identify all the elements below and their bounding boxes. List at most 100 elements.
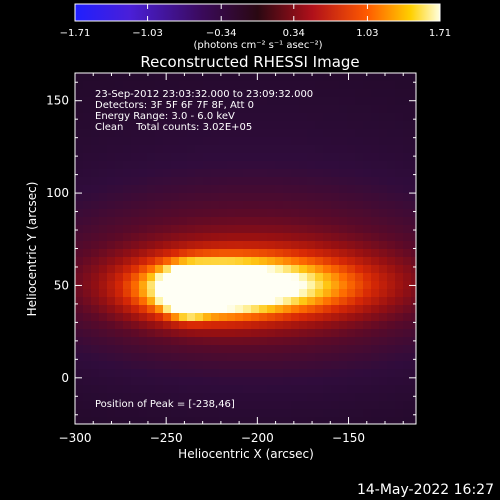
heatmap-cell (339, 289, 347, 297)
heatmap-cell (211, 105, 219, 113)
heatmap-cell (171, 385, 179, 393)
heatmap-cell (243, 273, 251, 281)
heatmap-cell (331, 297, 339, 305)
heatmap-cell (163, 105, 171, 113)
heatmap-cell (99, 129, 107, 137)
heatmap-cell (195, 393, 203, 401)
heatmap-cell (139, 265, 147, 273)
heatmap-cell (91, 129, 99, 137)
heatmap-cell (411, 329, 416, 337)
heatmap-cell (203, 393, 211, 401)
heatmap-cell (387, 225, 395, 233)
heatmap-cell (243, 321, 251, 329)
heatmap-cell (235, 217, 243, 225)
heatmap-cell (291, 81, 299, 89)
heatmap-cell (219, 233, 227, 241)
heatmap-cell (331, 361, 339, 369)
heatmap-cell (395, 401, 403, 409)
heatmap-cell (275, 177, 283, 185)
heatmap-cell (411, 153, 416, 161)
heatmap-cell (355, 169, 363, 177)
heatmap-cell (259, 377, 267, 385)
heatmap-cell (323, 369, 331, 377)
heatmap-cell (187, 193, 195, 201)
heatmap-cell (371, 241, 379, 249)
heatmap-cell (371, 265, 379, 273)
heatmap-cell (131, 409, 139, 417)
heatmap-cell (179, 369, 187, 377)
heatmap-cell (83, 89, 91, 97)
heatmap-cell (347, 209, 355, 217)
heatmap-cell (91, 377, 99, 385)
heatmap-cell (139, 321, 147, 329)
heatmap-cell (323, 217, 331, 225)
heatmap-cell (355, 121, 363, 129)
heatmap-cell (291, 185, 299, 193)
heatmap-cell (315, 273, 323, 281)
heatmap-cell (395, 73, 403, 81)
heatmap-cell (131, 81, 139, 89)
heatmap-cell (387, 297, 395, 305)
heatmap-cell (219, 193, 227, 201)
heatmap-cell (195, 81, 203, 89)
heatmap-cell (299, 321, 307, 329)
heatmap-cell (411, 161, 416, 169)
heatmap-cell (243, 209, 251, 217)
heatmap-cell (299, 81, 307, 89)
heatmap-cell (155, 361, 163, 369)
heatmap-cell (187, 225, 195, 233)
annotation-energy-range: Energy Range: 3.0 - 6.0 keV (95, 111, 235, 122)
heatmap-cell (91, 393, 99, 401)
heatmap-cell (147, 361, 155, 369)
heatmap-cell (331, 121, 339, 129)
heatmap-cell (275, 257, 283, 265)
heatmap-cell (83, 409, 91, 417)
heatmap-cell (331, 97, 339, 105)
heatmap-cell (267, 73, 275, 81)
heatmap-cell (347, 385, 355, 393)
heatmap-cell (155, 369, 163, 377)
heatmap-cell (339, 377, 347, 385)
heatmap-cell (195, 161, 203, 169)
heatmap-cell (299, 289, 307, 297)
heatmap-cell (371, 161, 379, 169)
heatmap-cell (339, 209, 347, 217)
heatmap-cell (163, 409, 171, 417)
heatmap-cell (179, 137, 187, 145)
heatmap-cell (75, 313, 83, 321)
heatmap-cell (75, 209, 83, 217)
heatmap-cell (267, 137, 275, 145)
heatmap-cell (211, 73, 219, 81)
heatmap-cell (243, 137, 251, 145)
heatmap-cell (379, 369, 387, 377)
heatmap-cell (123, 201, 131, 209)
heatmap-cell (339, 97, 347, 105)
heatmap-cell (395, 89, 403, 97)
x-tick-label: −200 (241, 431, 274, 445)
timestamp: 14-May-2022 16:27 (357, 482, 494, 498)
heatmap-cell (195, 409, 203, 417)
heatmap-cell (131, 401, 139, 409)
heatmap-cell (211, 361, 219, 369)
heatmap-cell (171, 161, 179, 169)
heatmap-cell (83, 177, 91, 185)
heatmap-cell (323, 225, 331, 233)
heatmap-cell (331, 257, 339, 265)
heatmap-cell (371, 201, 379, 209)
heatmap-cell (139, 329, 147, 337)
heatmap-cell (307, 281, 315, 289)
heatmap-cell (283, 313, 291, 321)
heatmap-cell (259, 273, 267, 281)
heatmap-cell (291, 129, 299, 137)
heatmap-cell (307, 409, 315, 417)
heatmap-cell (331, 369, 339, 377)
heatmap-cell (339, 337, 347, 345)
heatmap-cell (123, 417, 131, 424)
heatmap-cell (187, 217, 195, 225)
heatmap-cell (371, 225, 379, 233)
heatmap-cell (403, 409, 411, 417)
heatmap-cell (147, 137, 155, 145)
heatmap-cell (379, 89, 387, 97)
heatmap-cell (155, 353, 163, 361)
heatmap-cell (259, 369, 267, 377)
